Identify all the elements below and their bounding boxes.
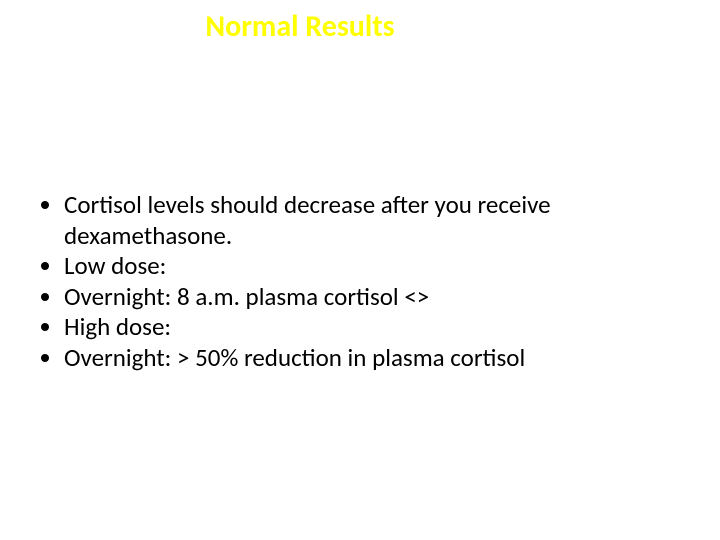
slide-title-wrap: Normal Results [0,10,720,45]
slide-body: Cortisol levels should decrease after yo… [34,190,680,373]
bullet-list: Cortisol levels should decrease after yo… [34,190,680,373]
list-item: Overnight: 8 a.m. plasma cortisol <> [64,282,680,313]
slide-title: Normal Results [205,10,394,45]
list-item: High dose: [64,312,680,343]
list-item: Low dose: [64,251,680,282]
list-item: Cortisol levels should decrease after yo… [64,190,680,251]
slide: Normal Results Cortisol levels should de… [0,0,720,540]
list-item: Overnight: > 50% reduction in plasma cor… [64,343,680,374]
